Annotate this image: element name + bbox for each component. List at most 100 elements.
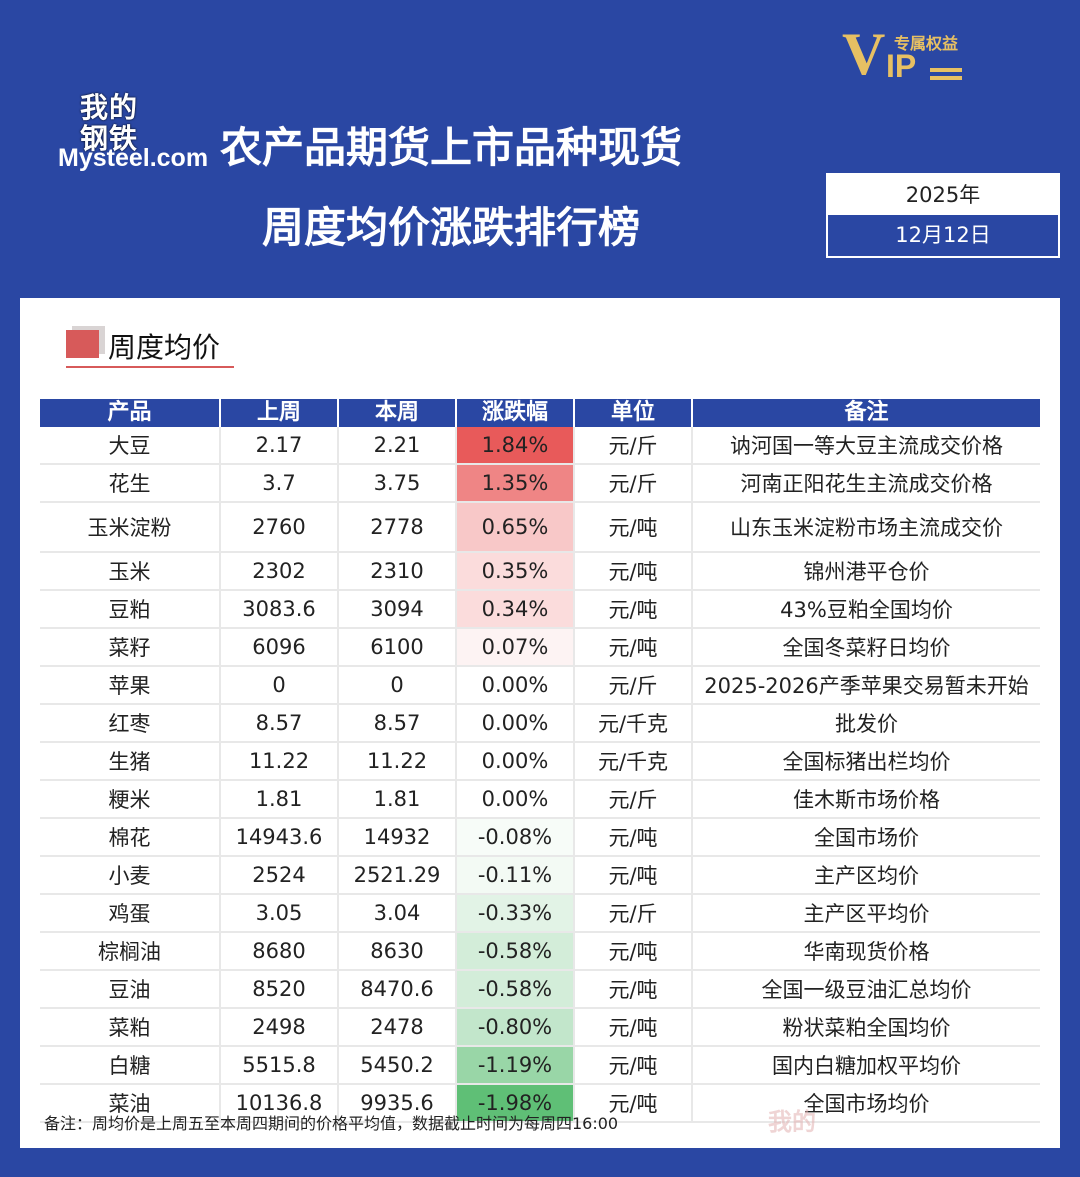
cell-this-week: 8470.6 [338,970,457,1009]
header-banner: 我的 钢铁 Mysteel.com 农产品期货上市品种现货 周度均价涨跌排行榜 … [0,0,1080,300]
cell-last-week: 2498 [220,1008,339,1047]
table-row: 生猪 11.22 11.22 0.00% 元/千克 全国标猪出栏均价 [40,742,1040,781]
cell-change: 0.65% [456,502,575,553]
cell-change: -0.11% [456,856,575,895]
table-row: 粳米 1.81 1.81 0.00% 元/斤 佳木斯市场价格 [40,780,1040,819]
cell-unit: 元/斤 [574,666,693,705]
table-row: 苹果 0 0 0.00% 元/斤 2025-2026产季苹果交易暂未开始 [40,666,1040,705]
cell-note: 全国一级豆油汇总均价 [692,970,1040,1009]
cell-note: 全国市场价 [692,818,1040,857]
cell-unit: 元/吨 [574,932,693,971]
header-last-week: 上周 [220,399,339,427]
cell-change: 0.07% [456,628,575,667]
cell-this-week: 9935.6 [338,1084,457,1123]
date-box: 2025年 12月12日 [826,173,1060,258]
cell-unit: 元/吨 [574,1008,693,1047]
vip-underline-1 [930,68,962,72]
cell-change: -1.98% [456,1084,575,1123]
header-product: 产品 [40,399,221,427]
cell-unit: 元/吨 [574,856,693,895]
cell-product: 菜油 [40,1084,221,1123]
cell-change: -0.80% [456,1008,575,1047]
price-table: 产品 上周 本周 涨跌幅 单位 备注 大豆 2.17 2.21 1.84% 元/斤 讷河国… [40,399,1040,1123]
vip-underline-2 [930,76,962,80]
vip-letters-ip: IP [886,48,917,84]
table-row: 菜油 10136.8 9935.6 -1.98% 元/吨 全国市场均价 [40,1084,1040,1123]
cell-note: 河南正阳花生主流成交价格 [692,464,1040,503]
cell-this-week: 8630 [338,932,457,971]
cell-note: 43%豆粕全国均价 [692,590,1040,629]
cell-last-week: 2760 [220,502,339,553]
header-this-week: 本周 [338,399,457,427]
footnote: 备注：周均价是上周五至本周四期间的价格平均值，数据截止时间为每周四16:00 [44,1114,619,1133]
table-row: 白糖 5515.8 5450.2 -1.19% 元/吨 国内白糖加权平均价 [40,1046,1040,1085]
cell-unit: 元/斤 [574,427,693,465]
cell-this-week: 2.21 [338,427,457,465]
table-row: 菜粕 2498 2478 -0.80% 元/吨 粉状菜粕全国均价 [40,1008,1040,1047]
cell-unit: 元/吨 [574,502,693,553]
cell-unit: 元/吨 [574,552,693,591]
section-title: 周度均价 [108,331,221,364]
content-card: 周度均价 产品 上周 本周 涨跌幅 单位 备注 大豆 2.17 2.21 1.84% 元… [20,298,1060,1148]
cell-last-week: 5515.8 [220,1046,339,1085]
cell-product: 菜粕 [40,1008,221,1047]
cell-product: 白糖 [40,1046,221,1085]
cell-note: 国内白糖加权平均价 [692,1046,1040,1085]
cell-last-week: 3083.6 [220,590,339,629]
cell-last-week: 2302 [220,552,339,591]
cell-unit: 元/吨 [574,1046,693,1085]
cell-change: -0.58% [456,932,575,971]
cell-product: 大豆 [40,427,221,465]
cell-unit: 元/吨 [574,1084,693,1123]
date-year: 2025年 [828,175,1058,215]
cell-this-week: 14932 [338,818,457,857]
cell-product: 豆粕 [40,590,221,629]
logo-cn-line2: 钢铁 [80,122,139,155]
cell-unit: 元/吨 [574,590,693,629]
header-unit: 单位 [574,399,693,427]
cell-product: 棉花 [40,818,221,857]
cell-note: 讷河国一等大豆主流成交价格 [692,427,1040,465]
table-row: 小麦 2524 2521.29 -0.11% 元/吨 主产区均价 [40,856,1040,895]
cell-last-week: 2.17 [220,427,339,465]
cell-note: 主产区均价 [692,856,1040,895]
cell-this-week: 11.22 [338,742,457,781]
vip-badge: V IP 专属权益 [842,24,982,86]
cell-unit: 元/千克 [574,704,693,743]
cell-change: -1.19% [456,1046,575,1085]
table-row: 棉花 14943.6 14932 -0.08% 元/吨 全国市场价 [40,818,1040,857]
cell-change: 1.35% [456,464,575,503]
date-day: 12月12日 [895,223,991,247]
logo-cn-line1: 我的 [80,91,139,124]
cell-change: 0.00% [456,780,575,819]
cell-last-week: 2524 [220,856,339,895]
cell-change: 1.84% [456,427,575,465]
cell-change: 0.00% [456,666,575,705]
page-title-line1: 农产品期货上市品种现货 [220,123,683,172]
table-row: 花生 3.7 3.75 1.35% 元/斤 河南正阳花生主流成交价格 [40,464,1040,503]
cell-this-week: 2310 [338,552,457,591]
cell-product: 生猪 [40,742,221,781]
vip-letter-v: V [842,21,886,87]
table-row: 红枣 8.57 8.57 0.00% 元/千克 批发价 [40,704,1040,743]
cell-this-week: 3094 [338,590,457,629]
cell-last-week: 8.57 [220,704,339,743]
cell-this-week: 0 [338,666,457,705]
table-row: 玉米 2302 2310 0.35% 元/吨 锦州港平仓价 [40,552,1040,591]
vip-tag: 专属权益 [894,34,959,53]
cell-note: 全国冬菜籽日均价 [692,628,1040,667]
table-row: 棕榈油 8680 8630 -0.58% 元/吨 华南现货价格 [40,932,1040,971]
cell-product: 棕榈油 [40,932,221,971]
cell-product: 红枣 [40,704,221,743]
table-row: 大豆 2.17 2.21 1.84% 元/斤 讷河国一等大豆主流成交价格 [40,427,1040,465]
cell-product: 玉米 [40,552,221,591]
cell-note: 山东玉米淀粉市场主流成交价 [692,502,1040,553]
cell-note: 全国市场均价 [692,1084,1040,1123]
table-header-row: 产品 上周 本周 涨跌幅 单位 备注 [40,399,1040,427]
cell-note: 锦州港平仓价 [692,552,1040,591]
cell-last-week: 1.81 [220,780,339,819]
cell-unit: 元/斤 [574,894,693,933]
cell-product: 玉米淀粉 [40,502,221,553]
cell-change: 0.00% [456,742,575,781]
cell-this-week: 6100 [338,628,457,667]
